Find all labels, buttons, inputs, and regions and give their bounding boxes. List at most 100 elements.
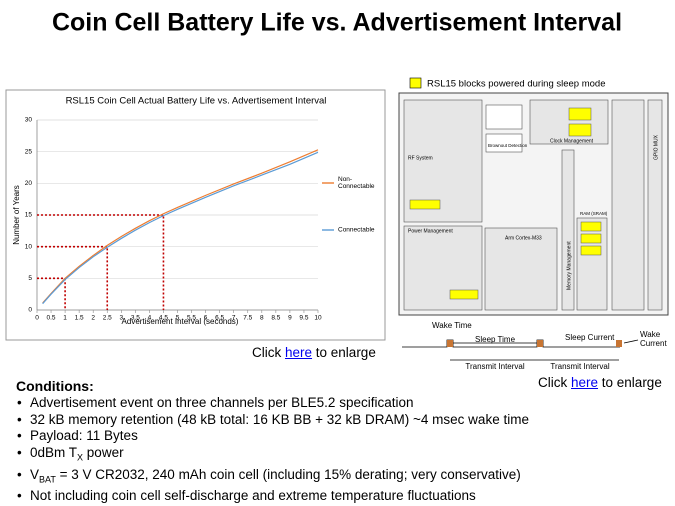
condition-text: 32 kB memory retention (48 kB total: 16 … xyxy=(30,411,529,427)
series-line xyxy=(42,151,319,305)
pulse xyxy=(616,340,622,347)
block xyxy=(485,104,523,130)
x-tick-label: 7 xyxy=(232,315,236,322)
y-tick-label: 30 xyxy=(25,117,33,124)
x-tick-label: 7.5 xyxy=(243,315,252,322)
timing-label: Sleep Current xyxy=(565,333,615,342)
y-tick-label: 10 xyxy=(25,243,33,250)
x-tick-label: 3.5 xyxy=(131,315,140,322)
block-label: Power Management xyxy=(408,228,453,234)
timing-label: Transmit Interval xyxy=(550,362,609,371)
wake-current-arrow xyxy=(623,339,639,344)
condition-text: Not including coin cell self-discharge a… xyxy=(30,488,476,504)
x-tick-label: 10 xyxy=(314,315,322,322)
x-tick-label: 8 xyxy=(260,315,264,322)
x-tick-label: 9 xyxy=(288,315,292,322)
x-tick-label: 6 xyxy=(204,315,208,322)
legend-label: Connectable xyxy=(338,227,375,234)
condition-text: BAT xyxy=(39,474,56,485)
x-tick-label: 5.5 xyxy=(187,315,196,322)
y-tick-label: 25 xyxy=(25,148,33,155)
powered-block xyxy=(568,123,592,137)
y-tick-label: 0 xyxy=(28,307,32,314)
x-tick-label: 8.5 xyxy=(271,315,280,322)
block-label: Brownout Detection xyxy=(488,143,528,148)
y-tick-label: 15 xyxy=(25,212,33,219)
powered-block xyxy=(409,199,441,210)
powered-block xyxy=(580,233,602,244)
legend-text: RSL15 blocks powered during sleep mode xyxy=(427,79,606,90)
legend-label: Non-Connectable xyxy=(338,176,375,190)
reference-line xyxy=(37,214,165,310)
block xyxy=(611,99,645,311)
link-prefix: Click xyxy=(252,345,285,360)
series-line xyxy=(42,149,319,304)
pulse xyxy=(447,340,453,347)
condition-text: Advertisement event on three channels pe… xyxy=(30,394,414,410)
y-tick-label: 5 xyxy=(28,275,32,282)
reference-line xyxy=(37,245,109,310)
link-prefix: Click xyxy=(538,375,571,390)
x-tick-label: 4.5 xyxy=(159,315,168,322)
pulse xyxy=(537,340,543,347)
block xyxy=(484,227,558,311)
block xyxy=(485,133,523,153)
powered-block xyxy=(568,107,592,121)
x-tick-label: 1 xyxy=(63,315,67,322)
x-tick-label: 1.5 xyxy=(75,315,84,322)
x-tick-label: 2.5 xyxy=(103,315,112,322)
condition-item: Advertisement event on three channels pe… xyxy=(17,394,529,412)
block-label: RAM (SRAM) xyxy=(580,211,608,216)
block-label: RF System xyxy=(408,155,433,161)
condition-text: 0dBm T xyxy=(30,445,78,461)
block xyxy=(529,99,609,145)
x-tick-label: 9.5 xyxy=(299,315,308,322)
condition-item: VBAT = 3 V CR2032, 240 mAh coin cell (in… xyxy=(17,466,529,488)
timing-label: Wake Time xyxy=(432,321,472,330)
x-tick-label: 2 xyxy=(91,315,95,322)
slide-title: Coin Cell Battery Life vs. Advertisement… xyxy=(52,9,622,37)
diagram-link: Click here to enlarge xyxy=(538,375,662,390)
block-label: Clock Management xyxy=(550,138,594,144)
block xyxy=(561,149,575,311)
block-label: Memory Management xyxy=(566,241,572,290)
conditions: Conditions: Advertisement event on three… xyxy=(16,378,529,505)
powered-block xyxy=(580,221,602,232)
condition-text: = 3 V CR2032, 240 mAh coin cell (includi… xyxy=(55,466,521,482)
condition-item: Payload: 11 Bytes xyxy=(17,428,529,445)
x-tick-label: 5 xyxy=(176,315,180,322)
legend-swatch xyxy=(409,77,422,89)
x-tick-label: 0.5 xyxy=(47,315,56,322)
conditions-title: Conditions: xyxy=(16,378,94,394)
x-tick-label: 6.5 xyxy=(215,315,224,322)
x-tick-label: 3 xyxy=(119,315,123,322)
condition-item: 32 kB memory retention (48 kB total: 16 … xyxy=(17,411,529,429)
condition-item: Not including coin cell self-discharge a… xyxy=(17,488,529,505)
chart-title: RSL15 Coin Cell Actual Battery Life vs. … xyxy=(66,96,327,107)
block xyxy=(576,217,608,311)
timing-label: Sleep Time xyxy=(475,335,516,344)
y-tick-label: 20 xyxy=(25,180,33,187)
timing-label: Wake Current xyxy=(640,330,667,348)
link-suffix: to enlarge xyxy=(312,345,376,360)
condition-text: V xyxy=(30,466,40,482)
condition-text: Payload: 11 Bytes xyxy=(30,428,138,444)
block-label: GPIO MUX xyxy=(653,134,659,160)
block xyxy=(647,99,663,311)
x-tick-label: 0 xyxy=(35,315,39,322)
powered-block xyxy=(580,245,602,256)
conditions-list: Advertisement event on three channels pe… xyxy=(16,395,529,505)
condition-text: X xyxy=(77,452,84,463)
link-suffix: to enlarge xyxy=(598,375,662,390)
chart-link: Click here to enlarge xyxy=(252,345,376,360)
block-label: Arm Cortex-M33 xyxy=(505,235,542,241)
powered-block xyxy=(449,289,479,300)
enlarge-link[interactable]: here xyxy=(571,375,599,390)
x-axis-label: Advertisement Interval (seconds) xyxy=(122,317,239,326)
enlarge-link[interactable]: here xyxy=(285,345,313,360)
condition-item: 0dBm TX power xyxy=(17,445,529,466)
block-diagram: RSL15 blocks powered during sleep mode R… xyxy=(398,77,669,316)
condition-text: power xyxy=(83,445,124,461)
